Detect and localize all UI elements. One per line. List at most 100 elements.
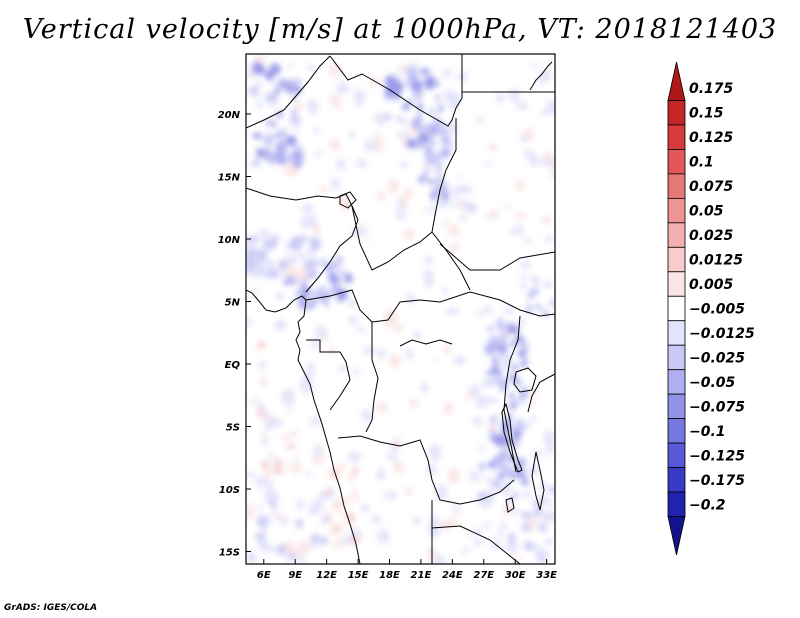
colorbar-swatch — [667, 369, 686, 395]
field-cell — [395, 211, 406, 221]
field-cell — [447, 224, 460, 237]
field-cell — [310, 542, 319, 549]
field-cell — [265, 473, 271, 478]
field-cell — [265, 479, 274, 488]
field-cell — [306, 99, 319, 115]
x-tick-label: 18E — [379, 570, 400, 581]
field-cell — [281, 434, 286, 440]
field-cell — [335, 158, 347, 171]
field-cell — [412, 516, 422, 526]
border-north — [246, 55, 331, 129]
field-cell — [372, 113, 379, 121]
field-cell — [449, 242, 460, 254]
border-libya-niger — [329, 54, 463, 127]
field-cell — [442, 286, 449, 296]
colorbar-label: 0.075 — [689, 179, 734, 195]
x-tick-label: 30E — [505, 570, 526, 581]
colorbar-swatch — [667, 271, 686, 297]
field-cell — [439, 129, 449, 138]
field-cell — [475, 117, 485, 124]
field-cell — [528, 156, 542, 167]
field-cell — [332, 540, 342, 549]
field-cell — [252, 61, 264, 75]
x-tick-label: 21E — [411, 570, 432, 581]
border-niger-nigeria — [246, 187, 359, 221]
field-cell — [441, 518, 455, 531]
field-cell — [259, 376, 268, 387]
x-tick-label: 24E — [442, 570, 463, 581]
field-cell — [512, 508, 520, 515]
field-cell — [536, 75, 549, 84]
field-cell — [399, 196, 409, 206]
field-cell — [328, 63, 342, 77]
colorbar-label: 0.1 — [689, 155, 714, 171]
field-cell — [266, 546, 275, 554]
field-cell — [323, 263, 333, 272]
field-cell — [311, 298, 318, 307]
field-cell — [383, 309, 398, 329]
field-cell — [285, 245, 293, 252]
field-cell — [424, 146, 433, 155]
field-cell — [329, 138, 341, 151]
field-cell — [521, 511, 532, 520]
y-tick-label: EQ — [225, 360, 241, 371]
field-cell — [359, 225, 367, 236]
field-cell — [532, 63, 539, 70]
field-cell — [355, 326, 366, 333]
lake-chad — [339, 191, 357, 209]
field-cell — [289, 553, 298, 559]
field-cell — [314, 444, 323, 457]
field-cell — [442, 219, 450, 226]
field-cell — [284, 463, 290, 470]
field-cell — [434, 121, 446, 131]
field-cell — [514, 180, 526, 192]
field-cell — [274, 87, 280, 95]
field-cell — [387, 178, 399, 194]
field-cell — [344, 273, 353, 284]
field-cell — [328, 94, 341, 106]
x-tick-label: 12E — [316, 570, 337, 581]
field-cell — [540, 110, 550, 117]
y-tick-label: 20N — [218, 110, 241, 121]
field-cell — [490, 337, 497, 345]
field-cell — [309, 268, 317, 278]
border-gabon — [306, 339, 351, 411]
field-cell — [518, 135, 528, 143]
field-cell — [508, 87, 520, 103]
colorbar-swatch — [667, 246, 686, 273]
field-cell — [388, 354, 402, 367]
field-cell — [318, 537, 329, 545]
x-tick-label: 27E — [473, 570, 494, 581]
map-boundaries — [246, 54, 555, 564]
field-cell — [300, 215, 314, 229]
field-cell — [488, 338, 493, 343]
border-car-congo — [365, 322, 379, 433]
field-cell — [523, 540, 534, 551]
field-cell — [406, 138, 417, 149]
field-cell — [445, 307, 459, 316]
field-cell — [313, 150, 324, 157]
field-cell — [441, 147, 451, 159]
field-background — [246, 54, 555, 564]
field-cell — [530, 466, 540, 476]
border-chad-car — [351, 205, 433, 271]
field-cell — [427, 108, 436, 115]
field-cell — [520, 361, 527, 368]
field-cell — [253, 54, 266, 64]
y-tick-label: 15S — [219, 548, 240, 559]
field-cell — [337, 365, 348, 372]
colorbar-swatch — [667, 100, 686, 126]
colorbar-swatch — [667, 149, 686, 175]
colorbar-label: −0.075 — [689, 399, 745, 415]
field-cell — [271, 123, 278, 128]
field-cell — [259, 229, 271, 240]
field-cell — [428, 138, 437, 147]
field-cell — [504, 344, 510, 350]
field-cell — [466, 391, 473, 401]
field-cell — [441, 138, 451, 145]
colorbar-label: −0.05 — [689, 375, 736, 391]
field-cell — [485, 369, 495, 376]
field-cell — [397, 64, 407, 72]
field-cell — [354, 100, 365, 107]
lake-mweru — [505, 497, 515, 513]
